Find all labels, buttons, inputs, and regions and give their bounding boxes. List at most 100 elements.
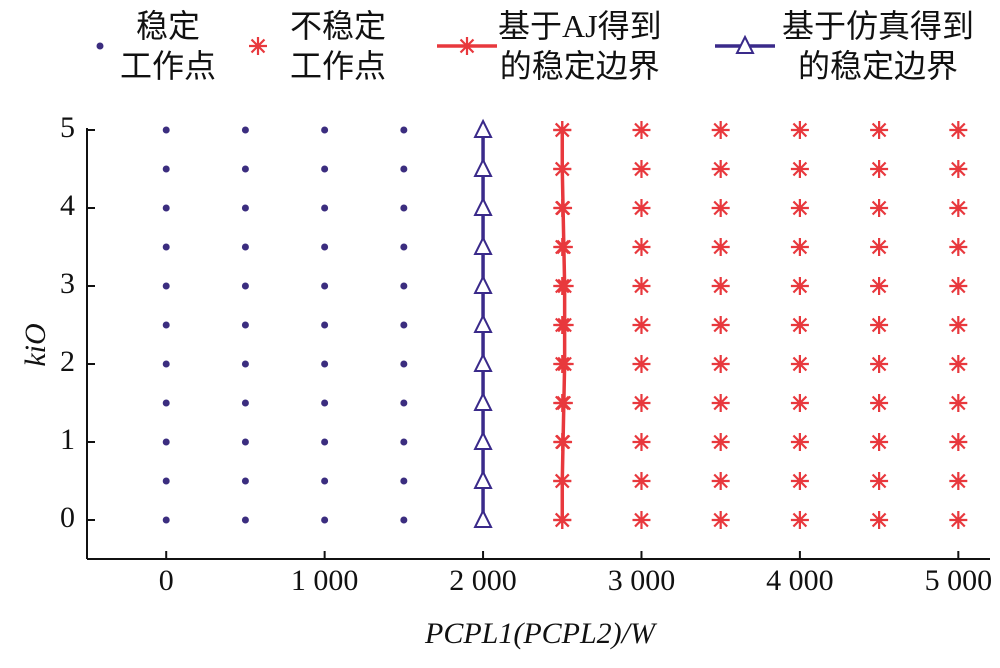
point bbox=[400, 282, 408, 290]
y-tick-label: 2 bbox=[60, 345, 75, 378]
point bbox=[790, 433, 809, 451]
point bbox=[400, 438, 408, 446]
legend-marker bbox=[96, 42, 104, 50]
point bbox=[241, 438, 249, 446]
point bbox=[870, 199, 889, 217]
point bbox=[553, 121, 572, 139]
x-tick-label: 1 000 bbox=[291, 564, 359, 597]
point bbox=[949, 355, 968, 373]
legend-marker bbox=[458, 37, 476, 55]
point bbox=[790, 472, 809, 490]
point bbox=[790, 316, 809, 334]
point bbox=[473, 118, 493, 138]
point bbox=[711, 238, 730, 256]
point bbox=[321, 126, 329, 134]
point bbox=[473, 235, 493, 255]
point bbox=[790, 199, 809, 217]
point bbox=[162, 399, 170, 407]
point bbox=[555, 316, 574, 334]
point bbox=[241, 165, 249, 173]
point bbox=[949, 121, 968, 139]
point bbox=[554, 433, 573, 451]
point bbox=[711, 316, 730, 334]
point bbox=[711, 472, 730, 490]
legend-label: 稳定 工作点 bbox=[120, 8, 217, 84]
point bbox=[949, 511, 968, 529]
point bbox=[949, 199, 968, 217]
y-axis-label: kiO bbox=[19, 323, 52, 366]
point bbox=[632, 511, 651, 529]
point bbox=[555, 277, 574, 295]
point bbox=[321, 243, 329, 251]
point bbox=[162, 360, 170, 368]
point bbox=[553, 511, 572, 529]
point bbox=[711, 121, 730, 139]
point bbox=[790, 394, 809, 412]
point bbox=[473, 352, 493, 372]
point bbox=[473, 313, 493, 333]
point bbox=[400, 516, 408, 524]
point bbox=[241, 282, 249, 290]
point bbox=[870, 277, 889, 295]
point bbox=[711, 511, 730, 529]
point bbox=[790, 160, 809, 178]
point bbox=[473, 469, 493, 489]
point bbox=[632, 277, 651, 295]
point bbox=[241, 360, 249, 368]
point bbox=[555, 355, 574, 373]
point bbox=[554, 394, 573, 412]
point bbox=[321, 438, 329, 446]
point bbox=[241, 204, 249, 212]
point bbox=[790, 238, 809, 256]
point bbox=[632, 199, 651, 217]
point bbox=[162, 516, 170, 524]
point bbox=[162, 126, 170, 134]
point bbox=[870, 238, 889, 256]
point bbox=[321, 399, 329, 407]
point bbox=[400, 399, 408, 407]
point bbox=[711, 199, 730, 217]
point bbox=[400, 243, 408, 251]
point bbox=[790, 121, 809, 139]
point bbox=[870, 472, 889, 490]
point bbox=[870, 160, 889, 178]
point bbox=[241, 243, 249, 251]
point bbox=[400, 165, 408, 173]
point bbox=[632, 121, 651, 139]
point bbox=[400, 360, 408, 368]
point bbox=[870, 511, 889, 529]
point bbox=[870, 433, 889, 451]
point bbox=[241, 477, 249, 485]
point bbox=[473, 196, 493, 216]
point bbox=[711, 433, 730, 451]
point bbox=[870, 355, 889, 373]
point bbox=[711, 160, 730, 178]
point bbox=[321, 516, 329, 524]
point bbox=[949, 160, 968, 178]
point bbox=[949, 238, 968, 256]
legend-marker bbox=[249, 37, 267, 55]
y-tick-label: 1 bbox=[60, 423, 75, 456]
x-axis-label: PCPL1(PCPL2)/W bbox=[424, 617, 658, 650]
point bbox=[321, 282, 329, 290]
point bbox=[473, 157, 493, 177]
point bbox=[632, 238, 651, 256]
point bbox=[162, 165, 170, 173]
point bbox=[790, 511, 809, 529]
point bbox=[473, 430, 493, 450]
point bbox=[321, 321, 329, 329]
x-tick-label: 4 000 bbox=[766, 564, 834, 597]
y-tick-label: 0 bbox=[60, 501, 75, 534]
point bbox=[870, 394, 889, 412]
point bbox=[632, 472, 651, 490]
point bbox=[162, 204, 170, 212]
point bbox=[400, 126, 408, 134]
point bbox=[162, 477, 170, 485]
point bbox=[241, 516, 249, 524]
point bbox=[162, 321, 170, 329]
point bbox=[870, 121, 889, 139]
point bbox=[241, 321, 249, 329]
point bbox=[949, 277, 968, 295]
point bbox=[162, 282, 170, 290]
point bbox=[553, 472, 572, 490]
